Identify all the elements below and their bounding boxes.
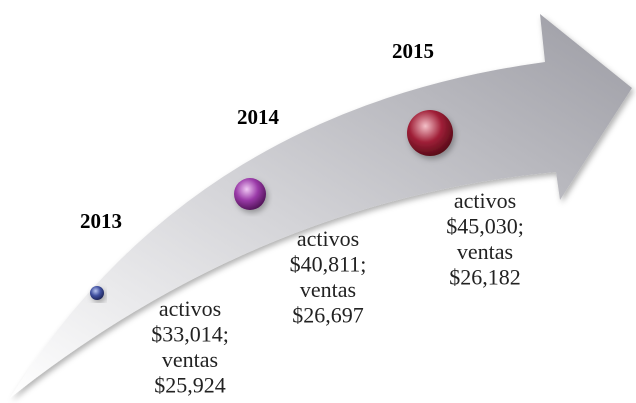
milestone-dot (234, 178, 266, 210)
year-label: 2013 (80, 209, 122, 233)
milestone-text: $26,697 (292, 303, 364, 328)
milestone-dot (90, 286, 104, 300)
milestone-text: $25,924 (154, 373, 226, 398)
milestone-text: $26,182 (449, 265, 521, 290)
milestone-text: $33,014; (151, 322, 229, 347)
milestone-text: ventas (162, 347, 218, 372)
milestone-dot (407, 110, 453, 156)
milestone-text: activos (454, 188, 516, 213)
arrow (10, 14, 632, 398)
milestone-text: ventas (457, 239, 513, 264)
year-label: 2014 (237, 105, 280, 129)
milestone-text: activos (297, 226, 359, 251)
milestone-text: activos (159, 296, 221, 321)
milestone-text: $40,811; (290, 252, 367, 277)
labels: 2013activos$33,014;ventas$25,9242014acti… (80, 39, 524, 398)
year-label: 2015 (392, 39, 434, 63)
milestone-text: ventas (300, 277, 356, 302)
milestone-text: $45,030; (446, 214, 524, 239)
